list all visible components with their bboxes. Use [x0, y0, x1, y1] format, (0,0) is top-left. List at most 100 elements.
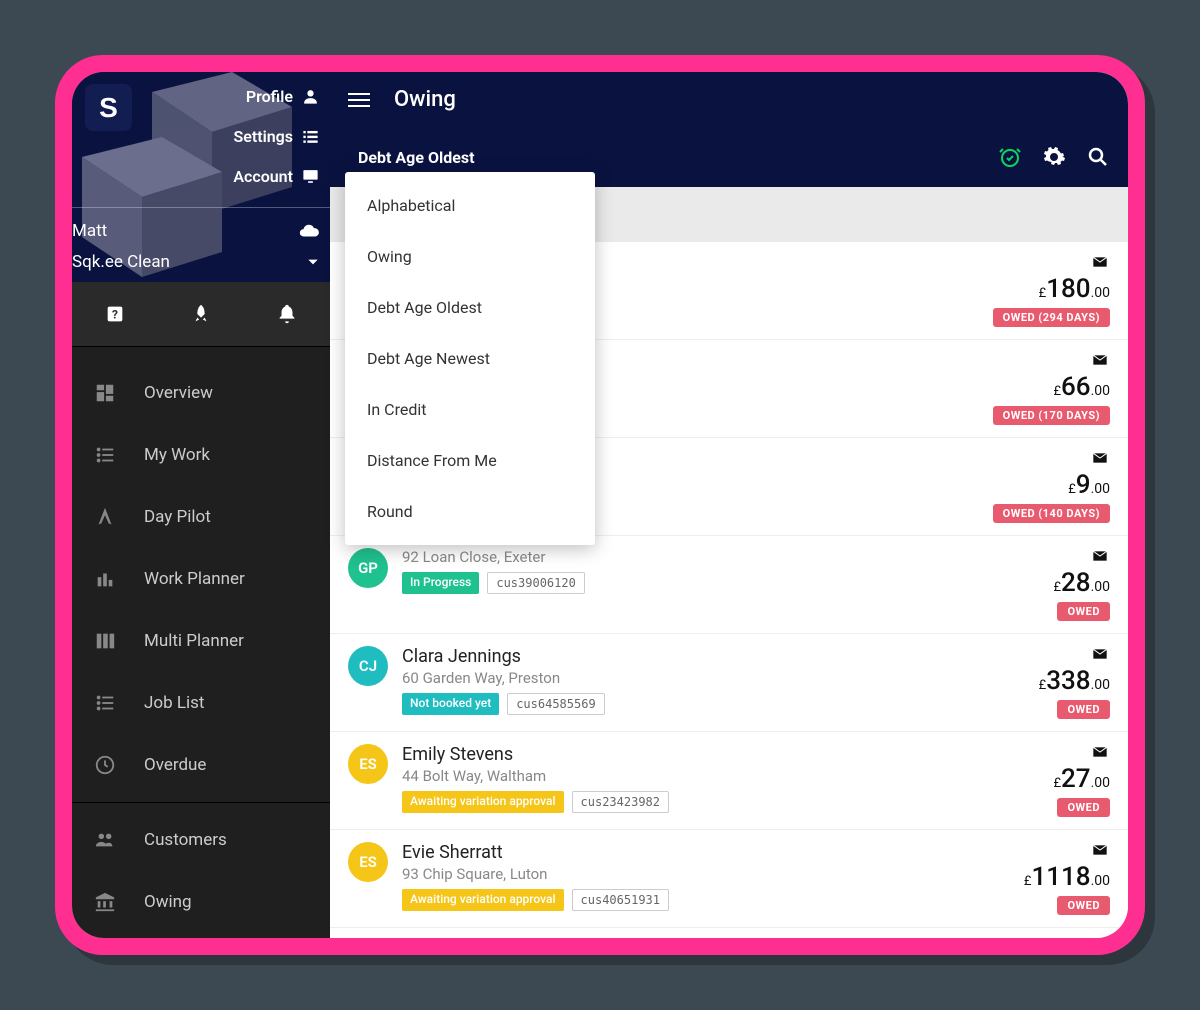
alarm-check-icon[interactable]	[998, 145, 1022, 169]
org-row[interactable]: Sqk.ee Clean	[72, 252, 320, 272]
row-right: £27.00 OWED	[1053, 744, 1110, 817]
dropdown-option[interactable]: Debt Age Newest	[345, 333, 595, 384]
monitor-icon	[301, 167, 320, 186]
nav-label: Overview	[144, 383, 213, 403]
gear-icon[interactable]	[1042, 145, 1066, 169]
people-icon	[94, 829, 116, 851]
nav-label: Customers	[144, 830, 227, 850]
customer-info: Evie Sherratt 93 Chip Square, Luton Awaiti…	[402, 842, 1010, 915]
profile-link[interactable]: Profile	[246, 87, 320, 106]
mail-icon[interactable]	[1090, 254, 1110, 270]
account-link[interactable]: Account	[233, 167, 320, 186]
list-icon	[94, 444, 116, 466]
owed-badge: OWED (294 DAYS)	[993, 308, 1110, 327]
nav-label: My Work	[144, 445, 210, 465]
customer-row[interactable]: ESEmily Stevens44 Bolt Way, WalthamAwait…	[330, 732, 1128, 830]
dropdown-option[interactable]: Alphabetical	[345, 180, 595, 231]
user-name: Matt	[72, 221, 107, 241]
status-tag: Awaiting variation approval	[402, 889, 564, 911]
bar-icon	[94, 568, 116, 590]
status-tag: In Progress	[402, 572, 479, 594]
nav-owing[interactable]: Owing	[72, 871, 330, 933]
bell-icon[interactable]	[276, 303, 298, 325]
row-right: £1118.00OWED	[1024, 842, 1110, 915]
nav-job-list[interactable]: Job List	[72, 672, 330, 734]
nav-label: Day Pilot	[144, 507, 211, 527]
customer-address: 93 Chip Square, Luton	[402, 865, 1010, 883]
mail-icon[interactable]	[1090, 450, 1110, 466]
dropdown-option[interactable]: Owing	[345, 231, 595, 282]
mail-icon[interactable]	[1090, 352, 1110, 368]
owed-badge: OWED	[1057, 896, 1110, 915]
nav-label: Owing	[144, 892, 192, 912]
customer-name: Clara Jennings	[402, 646, 1025, 667]
customer-name: Emily Stevens	[402, 744, 1039, 765]
settings-label: Settings	[233, 127, 293, 146]
dropdown-option[interactable]: Debt Age Oldest	[345, 282, 595, 333]
amount: £28.00	[1053, 568, 1110, 598]
user-row: Matt	[72, 220, 320, 242]
nav-label: Overdue	[144, 755, 206, 775]
row-right: £338.00 OWED	[1039, 646, 1110, 719]
avatar: CJ	[348, 646, 388, 686]
help-icon[interactable]: ?	[104, 303, 126, 325]
person-icon	[301, 87, 320, 106]
dashboard-icon	[94, 382, 116, 404]
owed-badge: OWED (170 DAYS)	[993, 406, 1110, 425]
avatar: ES	[348, 744, 388, 784]
sidebar-quick-icons: ?	[72, 282, 330, 347]
page-title: Owing	[394, 87, 456, 112]
row-right: £9.00 OWED (140 DAYS)	[993, 450, 1110, 523]
dropdown-option[interactable]: Round	[345, 486, 595, 537]
navigation: Overview My Work Day Pilot Work Planner Mult…	[72, 347, 330, 938]
app-logo: S	[85, 84, 132, 131]
nav-overdue[interactable]: Overdue	[72, 734, 330, 796]
customer-info: Emily Stevens44 Bolt Way, WalthamAwaitin…	[402, 744, 1039, 817]
customer-id-tag: cus40651931	[572, 889, 669, 911]
customer-id-tag: cus39006120	[487, 572, 584, 594]
org-name: Sqk.ee Clean	[72, 252, 170, 272]
customer-row[interactable]: ESEvie Sherratt93 Chip Square, LutonAwai…	[330, 830, 1128, 928]
sort-dropdown[interactable]: AlphabeticalOwingDebt Age OldestDebt Age…	[345, 172, 595, 545]
menu-icon[interactable]	[348, 89, 370, 111]
cursor-icon	[94, 506, 116, 528]
nav-work-planner[interactable]: Work Planner	[72, 548, 330, 610]
nav-my-work[interactable]: My Work	[72, 424, 330, 486]
topbar: Owing	[330, 72, 1128, 127]
customer-row[interactable]: CJClara Jennings60 Garden Way, PrestonNo…	[330, 634, 1128, 732]
nav-customers[interactable]: Customers	[72, 809, 330, 871]
mail-icon[interactable]	[1090, 548, 1110, 564]
nav-label: Work Planner	[144, 569, 245, 589]
cloud-icon[interactable]	[298, 220, 320, 242]
bank-icon	[94, 891, 116, 913]
customer-address: 44 Bolt Way, Waltham	[402, 767, 1039, 785]
owed-badge: OWED	[1057, 700, 1110, 719]
dropdown-option[interactable]: Distance From Me	[345, 435, 595, 486]
customer-name: Evie Sherratt	[402, 842, 1010, 863]
nav-day-pilot[interactable]: Day Pilot	[72, 486, 330, 548]
customer-address: 92 Loan Close, Exeter	[402, 548, 1039, 566]
nav-multi-planner[interactable]: Multi Planner	[72, 610, 330, 672]
customer-row[interactable]: GP92 Loan Close, ExeterIn Progresscus390…	[330, 536, 1128, 634]
account-label: Account	[233, 167, 293, 186]
mail-icon[interactable]	[1090, 646, 1110, 662]
amount: £27.00	[1053, 764, 1110, 794]
amount: £338.00	[1039, 666, 1110, 696]
profile-label: Profile	[246, 87, 293, 106]
clock-icon	[94, 754, 116, 776]
filter-label[interactable]: Debt Age Oldest	[358, 148, 474, 167]
owed-badge: OWED	[1057, 798, 1110, 817]
settings-link[interactable]: Settings	[233, 127, 320, 146]
mail-icon[interactable]	[1090, 842, 1110, 858]
rocket-icon[interactable]	[190, 303, 212, 325]
amount: £9.00	[1068, 470, 1110, 500]
dropdown-option[interactable]: In Credit	[345, 384, 595, 435]
chevron-down-icon	[306, 255, 320, 269]
owed-badge: OWED (140 DAYS)	[993, 504, 1110, 523]
amount: £180.00	[1039, 274, 1110, 304]
list-icon	[301, 127, 320, 146]
customer-info: 92 Loan Close, Exeter In Progress cus39006…	[402, 548, 1039, 621]
nav-overview[interactable]: Overview	[72, 362, 330, 424]
search-icon[interactable]	[1086, 145, 1110, 169]
mail-icon[interactable]	[1090, 744, 1110, 760]
